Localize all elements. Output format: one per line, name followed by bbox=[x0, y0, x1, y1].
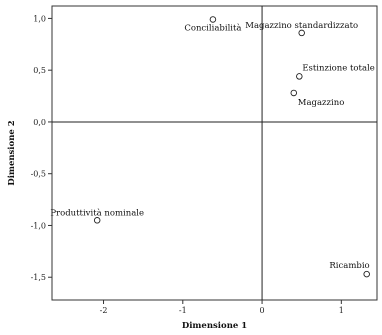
data-points: Conciliabilità Magazzino standardizzato Es… bbox=[50, 16, 375, 278]
data-point bbox=[296, 73, 303, 80]
x-tick-label: -1 bbox=[179, 306, 187, 315]
y-tick-label: -0,5 bbox=[31, 170, 46, 179]
x-axis-ticks: -2 -1 0 1 bbox=[100, 300, 344, 315]
x-tick-label: 1 bbox=[339, 306, 344, 315]
data-point-label: Conciliabilità bbox=[184, 22, 241, 33]
data-point-label: Estinzione totale bbox=[302, 63, 374, 73]
plot-frame bbox=[51, 5, 378, 301]
y-tick-label: 0,5 bbox=[33, 66, 46, 75]
data-point-label: Ricambio bbox=[329, 261, 369, 271]
plot-area: -2 -1 0 1 1,0 0,5 0,0 -0,5 -1,0 -1,5 Conciliabil… bbox=[31, 5, 378, 315]
x-axis-title: Dimensione 1 bbox=[182, 321, 247, 331]
y-tick-label: 0,0 bbox=[33, 118, 46, 127]
y-tick-label: -1,0 bbox=[31, 221, 46, 230]
data-point-label: Magazzino bbox=[298, 98, 345, 108]
data-point bbox=[93, 217, 101, 224]
data-point bbox=[363, 270, 370, 278]
data-point bbox=[290, 89, 298, 97]
x-tick-label: -2 bbox=[100, 306, 108, 315]
reference-lines bbox=[52, 6, 377, 300]
x-tick-label: 0 bbox=[260, 306, 265, 315]
y-axis-ticks: 1,0 0,5 0,0 -0,5 -1,0 -1,5 bbox=[31, 14, 52, 282]
data-point-label: Produttività nominale bbox=[50, 207, 144, 218]
y-tick-label: -1,5 bbox=[31, 273, 46, 282]
data-point-label: Magazzino standardizzato bbox=[245, 21, 358, 31]
y-tick-label: 1,0 bbox=[33, 14, 46, 23]
data-point bbox=[298, 29, 305, 37]
data-point bbox=[209, 16, 217, 23]
y-axis-title: Dimensione 2 bbox=[7, 120, 17, 185]
